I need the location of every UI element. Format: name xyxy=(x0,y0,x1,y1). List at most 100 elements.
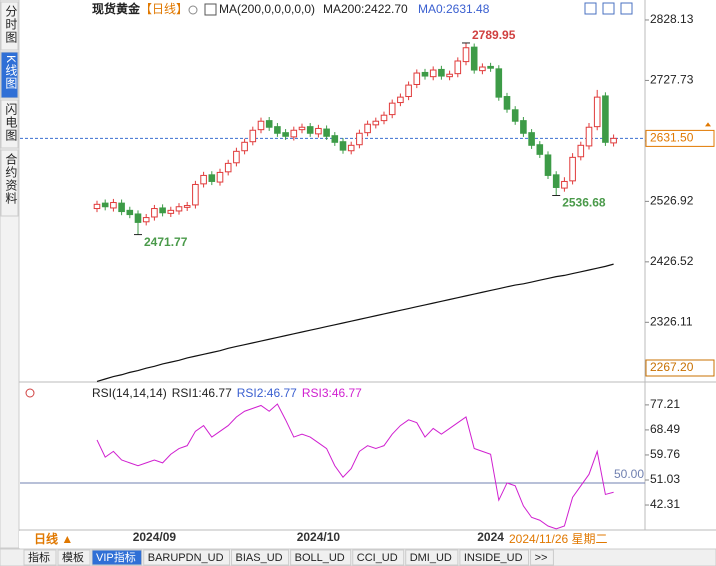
candle-body xyxy=(446,73,453,78)
cursor-date: 2024/11/26 星期二 xyxy=(509,532,608,546)
candle-body xyxy=(413,72,421,85)
candle-body xyxy=(536,144,544,155)
ma-line xyxy=(96,263,614,382)
candle-body xyxy=(110,202,117,209)
bottom-tab-bg[interactable] xyxy=(530,549,554,566)
period-button[interactable]: 日线 ▲ xyxy=(34,531,73,546)
candle-body xyxy=(470,46,478,71)
side-tab[interactable] xyxy=(0,149,19,217)
y-tick-label: 42.31 xyxy=(650,497,680,511)
side-tab[interactable] xyxy=(0,1,19,51)
bottom-tab[interactable]: 指标 xyxy=(28,550,50,564)
candle-body xyxy=(528,132,535,146)
side-tab[interactable] xyxy=(0,99,19,149)
rsi-icon[interactable] xyxy=(25,388,35,398)
candle-body xyxy=(265,120,273,128)
candle-body xyxy=(183,205,191,208)
icon[interactable] xyxy=(602,2,615,15)
bottom-tab-bg[interactable] xyxy=(405,549,459,566)
period-button-bg[interactable] xyxy=(19,531,91,548)
candle-body xyxy=(405,84,412,98)
candle-body xyxy=(101,202,109,208)
bottom-tab-bg[interactable] xyxy=(57,549,91,566)
y-tick-label: 68.49 xyxy=(650,422,680,436)
candle-body xyxy=(380,114,388,122)
candle-body xyxy=(421,71,429,77)
bottom-tab-bg[interactable] xyxy=(143,549,231,566)
legend-entry: RSI2:46.77 xyxy=(237,386,297,400)
bottom-tab[interactable]: BOLL_UD xyxy=(295,552,345,564)
bottom-tab-bg[interactable] xyxy=(459,549,530,566)
y-tick-label: 59.76 xyxy=(650,447,680,461)
bottom-tab[interactable]: INSIDE_UD xyxy=(464,552,523,564)
symbol: 现货黄金 xyxy=(92,1,141,16)
bottom-tab-bg[interactable] xyxy=(290,549,352,566)
candle-body xyxy=(397,96,404,104)
axis-low-label: 2267.20 xyxy=(650,360,694,374)
candle-body xyxy=(249,129,257,143)
price-arrow xyxy=(705,122,711,127)
candle-body xyxy=(561,180,568,189)
bottom-tab[interactable]: VIP指标 xyxy=(96,550,136,564)
candle-body xyxy=(503,96,511,110)
settings-icon[interactable] xyxy=(188,5,198,15)
y-tick-label: 2426.52 xyxy=(650,254,694,268)
bottom-tab-bg[interactable] xyxy=(231,549,290,566)
y-tick-label: 2526.92 xyxy=(650,194,694,208)
price-box xyxy=(645,129,715,147)
side-tab-label[interactable]: K线图 xyxy=(4,55,18,90)
candle-body xyxy=(479,66,486,72)
annotation: 2536.68 xyxy=(562,196,606,210)
candle-body xyxy=(331,135,339,143)
candle-body xyxy=(520,120,527,134)
candle-body xyxy=(306,126,314,134)
candle-body xyxy=(593,96,601,128)
bottom-tab[interactable]: BIAS_UD xyxy=(236,552,283,564)
bottom-tab[interactable]: BARUPDN_UD xyxy=(148,552,224,564)
candle-body xyxy=(167,209,175,214)
bottom-tab[interactable]: DMI_UD xyxy=(410,552,452,564)
candle-body xyxy=(602,95,609,143)
candle-body xyxy=(487,65,494,69)
candle-body xyxy=(544,154,552,176)
side-tab-label[interactable]: 分时图 xyxy=(4,5,18,44)
legend-entry: RSI(14,14,14) xyxy=(92,386,167,400)
candle-body xyxy=(175,206,183,212)
indicator-icon[interactable] xyxy=(204,3,217,16)
side-tab[interactable] xyxy=(0,51,19,99)
bottom-tab[interactable]: 模板 xyxy=(62,550,84,564)
icon[interactable] xyxy=(584,2,597,15)
annotation: 2471.77 xyxy=(144,235,188,249)
legend-entry: RSI1:46.77 xyxy=(172,386,232,400)
annotation: 2789.95 xyxy=(472,28,516,42)
candle-body xyxy=(290,129,298,138)
bottom-tab-bg[interactable] xyxy=(23,549,57,566)
ma0-value: MA0:2631.48 xyxy=(418,2,490,16)
bottom-tab[interactable]: >> xyxy=(535,552,548,564)
candle-body xyxy=(282,132,289,137)
bottom-tab-bg[interactable] xyxy=(91,549,143,566)
legend-entry: RSI3:46.77 xyxy=(302,386,362,400)
ma-params: MA(200,0,0,0,0,0) xyxy=(219,2,315,16)
bottom-tab[interactable]: CCI_UD xyxy=(357,552,398,564)
candle-body xyxy=(126,209,134,216)
candle-body xyxy=(511,109,519,122)
bottom-tab-bg[interactable] xyxy=(352,549,405,566)
candle-body xyxy=(339,141,347,151)
candle-body xyxy=(495,68,503,98)
candle-body xyxy=(454,60,462,75)
x-tick-label: 2024/10 xyxy=(297,530,341,544)
candle-body xyxy=(200,174,207,185)
icon[interactable] xyxy=(620,2,633,15)
y-tick-label: 2828.13 xyxy=(650,12,694,26)
period: 【日线】 xyxy=(140,2,188,16)
candle-body xyxy=(552,174,560,188)
cursor-date-bg xyxy=(506,531,616,548)
side-tab-label[interactable]: 合约资料 xyxy=(4,152,18,205)
reference-label: 50.00 xyxy=(614,467,644,481)
candle-body xyxy=(151,208,158,218)
candle-body xyxy=(159,207,166,214)
side-tab-label[interactable]: 闪电图 xyxy=(4,103,18,142)
toolbar-icons xyxy=(584,2,633,15)
